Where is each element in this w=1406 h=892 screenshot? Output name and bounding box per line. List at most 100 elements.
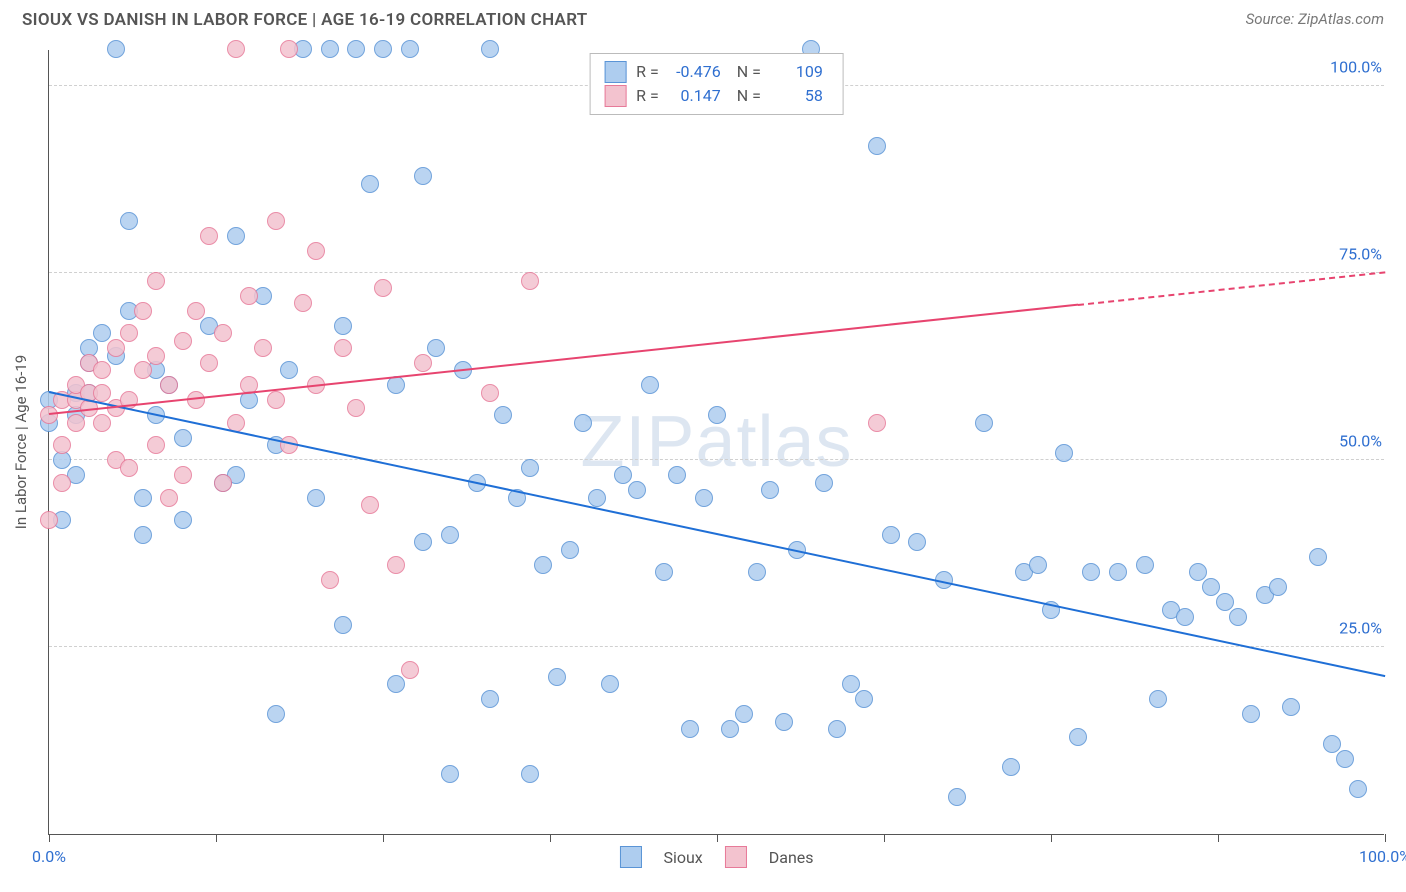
data-point	[227, 227, 245, 245]
data-point	[374, 279, 392, 297]
data-point	[200, 354, 218, 372]
legend-series-label: Sioux	[663, 848, 702, 867]
data-point	[147, 347, 165, 365]
data-point	[561, 541, 579, 559]
data-point	[67, 414, 85, 432]
data-point	[1336, 750, 1354, 768]
data-point	[174, 332, 192, 350]
data-point	[361, 496, 379, 514]
legend-swatch	[604, 61, 626, 83]
data-point	[280, 40, 298, 58]
data-point	[695, 489, 713, 507]
gridline	[49, 646, 1384, 647]
legend-n-value: 109	[771, 60, 829, 84]
data-point	[681, 720, 699, 738]
data-point	[214, 474, 232, 492]
data-point	[40, 511, 58, 529]
trend-line	[1078, 271, 1385, 306]
data-point	[548, 668, 566, 686]
legend-r-label: R =	[636, 84, 659, 108]
data-point	[160, 489, 178, 507]
data-point	[347, 40, 365, 58]
data-point	[842, 675, 860, 693]
xtick	[383, 834, 384, 842]
trend-line	[49, 391, 1385, 677]
data-point	[1082, 563, 1100, 581]
data-point	[227, 40, 245, 58]
data-point	[174, 466, 192, 484]
data-point	[641, 376, 659, 394]
data-point	[855, 690, 873, 708]
data-point	[414, 354, 432, 372]
data-point	[1109, 563, 1127, 581]
data-point	[53, 436, 71, 454]
data-point	[40, 406, 58, 424]
data-point	[120, 459, 138, 477]
xtick	[717, 834, 718, 842]
data-point	[521, 765, 539, 783]
xtick	[1385, 834, 1386, 842]
data-point	[708, 406, 726, 424]
legend-swatch	[604, 85, 626, 107]
data-point	[1269, 578, 1287, 596]
series-legend: SiouxDanes	[619, 846, 813, 868]
data-point	[521, 459, 539, 477]
data-point	[147, 436, 165, 454]
data-point	[174, 511, 192, 529]
plot-area: ZIPatlas In Labor Force | Age 16-19 25.0…	[48, 50, 1384, 835]
data-point	[321, 571, 339, 589]
data-point	[574, 414, 592, 432]
data-point	[174, 429, 192, 447]
xtick	[884, 834, 885, 842]
chart-title: SIOUX VS DANISH IN LABOR FORCE | AGE 16-…	[22, 10, 588, 30]
data-point	[267, 212, 285, 230]
legend-r-value: 0.147	[669, 84, 727, 108]
ytick-label: 50.0%	[1335, 432, 1386, 451]
data-point	[721, 720, 739, 738]
data-point	[267, 391, 285, 409]
source-label: Source: ZipAtlas.com	[1246, 10, 1384, 28]
data-point	[1055, 444, 1073, 462]
legend-n-label: N =	[737, 84, 761, 108]
data-point	[134, 526, 152, 544]
xtick	[216, 834, 217, 842]
data-point	[387, 556, 405, 574]
data-point	[1189, 563, 1207, 581]
data-point	[307, 489, 325, 507]
legend-n-label: N =	[737, 60, 761, 84]
data-point	[1229, 608, 1247, 626]
data-point	[481, 384, 499, 402]
data-point	[334, 317, 352, 335]
data-point	[414, 533, 432, 551]
data-point	[908, 533, 926, 551]
xtick	[49, 834, 50, 842]
data-point	[1309, 548, 1327, 566]
data-point	[588, 489, 606, 507]
xtick	[1218, 834, 1219, 842]
ytick-label: 25.0%	[1335, 619, 1386, 638]
data-point	[948, 788, 966, 806]
data-point	[387, 376, 405, 394]
gridline	[49, 272, 1384, 273]
legend-r-value: -0.476	[669, 60, 727, 84]
data-point	[93, 414, 111, 432]
data-point	[975, 414, 993, 432]
data-point	[147, 272, 165, 290]
plot-container: ZIPatlas In Labor Force | Age 16-19 25.0…	[48, 50, 1384, 835]
xtick	[550, 834, 551, 842]
data-point	[441, 765, 459, 783]
xtick-label: 100.0%	[1359, 847, 1406, 866]
data-point	[134, 302, 152, 320]
data-point	[441, 526, 459, 544]
data-point	[828, 720, 846, 738]
data-point	[120, 212, 138, 230]
data-point	[614, 466, 632, 484]
data-point	[200, 227, 218, 245]
legend-row: R =0.147N =58	[604, 84, 829, 108]
data-point	[1136, 556, 1154, 574]
data-point	[401, 40, 419, 58]
data-point	[307, 242, 325, 260]
data-point	[655, 563, 673, 581]
data-point	[93, 324, 111, 342]
data-point	[214, 324, 232, 342]
